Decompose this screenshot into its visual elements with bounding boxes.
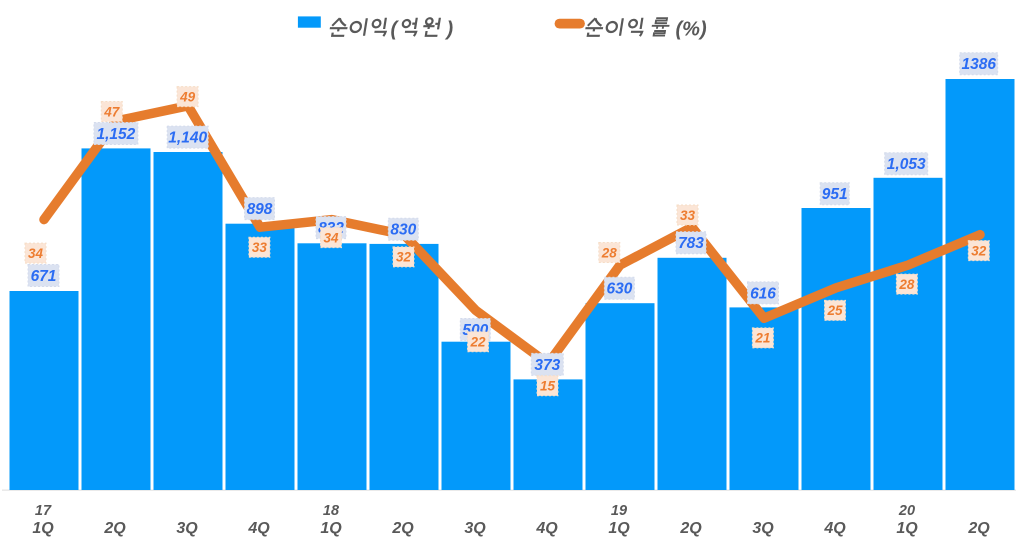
- svg-text:630: 630: [606, 281, 632, 298]
- svg-text:): ): [445, 19, 454, 41]
- svg-text:898: 898: [247, 201, 273, 218]
- svg-text:2Q: 2Q: [103, 520, 126, 537]
- svg-text:1Q: 1Q: [608, 520, 630, 537]
- svg-text:783: 783: [678, 235, 704, 252]
- svg-text:28: 28: [601, 245, 618, 260]
- svg-text:(%): (%): [676, 19, 707, 41]
- svg-text:1Q: 1Q: [896, 520, 918, 537]
- svg-text:951: 951: [822, 186, 848, 203]
- svg-text:49: 49: [179, 89, 196, 104]
- svg-text:4Q: 4Q: [823, 520, 846, 537]
- svg-text:1Q: 1Q: [320, 520, 342, 537]
- svg-text:1386: 1386: [961, 56, 996, 73]
- svg-text:21: 21: [754, 331, 770, 346]
- svg-text:4Q: 4Q: [535, 520, 558, 537]
- svg-text:25: 25: [826, 303, 843, 318]
- svg-text:3Q: 3Q: [176, 520, 198, 537]
- svg-text:1Q: 1Q: [32, 520, 54, 537]
- svg-text:47: 47: [103, 104, 121, 119]
- svg-text:19: 19: [611, 503, 627, 519]
- svg-text:3Q: 3Q: [752, 520, 774, 537]
- svg-text:830: 830: [390, 222, 416, 239]
- svg-text:34: 34: [28, 246, 44, 261]
- svg-text:32: 32: [396, 250, 412, 265]
- svg-text:20: 20: [898, 503, 915, 519]
- svg-text:28: 28: [898, 277, 915, 292]
- svg-text:2Q: 2Q: [391, 520, 414, 537]
- svg-text:4Q: 4Q: [247, 520, 270, 537]
- svg-text:616: 616: [750, 285, 776, 302]
- svg-text:22: 22: [469, 335, 486, 350]
- svg-text:3Q: 3Q: [464, 520, 486, 537]
- svg-text:33: 33: [680, 208, 696, 223]
- svg-text:15: 15: [540, 379, 556, 394]
- svg-text:18: 18: [323, 503, 340, 519]
- svg-text:17: 17: [35, 503, 52, 519]
- svg-text:2Q: 2Q: [967, 520, 990, 537]
- svg-text:1,140: 1,140: [168, 130, 207, 147]
- svg-text:2Q: 2Q: [679, 520, 702, 537]
- svg-text:671: 671: [31, 268, 57, 285]
- svg-text:373: 373: [534, 357, 560, 374]
- svg-text:34: 34: [323, 230, 339, 245]
- svg-text:1,152: 1,152: [97, 126, 136, 143]
- svg-text:(: (: [391, 19, 400, 41]
- svg-text:1,053: 1,053: [887, 156, 926, 173]
- svg-text:33: 33: [252, 240, 268, 255]
- svg-text:32: 32: [971, 243, 987, 258]
